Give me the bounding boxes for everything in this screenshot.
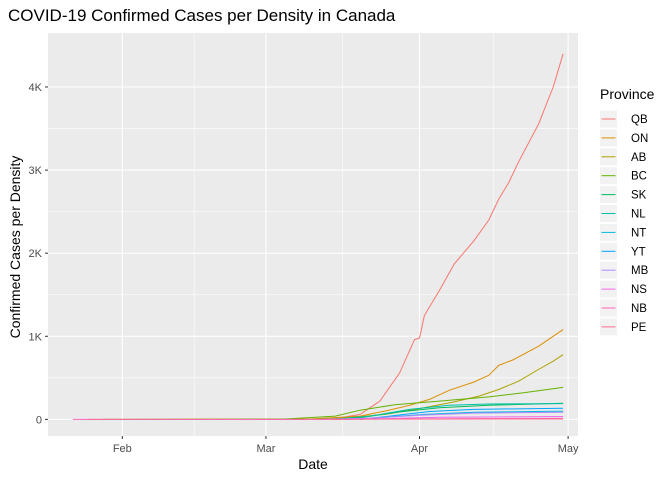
series-lines [72,53,564,420]
x-tick-label: May [558,443,579,455]
x-axis-title: Date [298,456,328,472]
y-tick-label: 3K [29,165,43,177]
legend-label-mb: MB [631,265,649,277]
x-axis: Feb Mar Apr May [113,436,579,455]
legend-label-ab: AB [631,152,647,164]
y-axis-title: Confirmed Cases per Density [7,156,23,339]
legend-label-sk: SK [631,190,647,202]
legend-label-ns: NS [631,284,647,296]
x-tick-label: Apr [411,443,428,455]
x-tick-label: Feb [113,443,132,455]
series-line-bc [102,386,564,420]
y-tick-label: 2K [29,248,43,260]
x-tick-label: Mar [256,443,275,455]
legend-label-pe: PE [631,322,647,334]
major-gridlines [48,33,578,436]
legend-label-on: ON [631,133,648,145]
series-line-mb [320,411,564,420]
legend-title: Province [600,86,655,102]
legend-label-yt: YT [631,246,646,258]
legend-label-qb: QB [631,114,648,126]
series-line-on [87,329,564,420]
minor-gridlines [48,33,578,436]
y-tick-label: 0 [36,414,42,426]
legend-label-bc: BC [631,171,647,183]
series-line-sk [320,402,564,420]
series-line-nl [330,403,564,420]
series-line-qb [255,53,564,420]
plot-panel [48,33,578,436]
legend: Province QB ON AB BC SK NL NT YT MB NS NB PE [600,86,655,336]
legend-label-nl: NL [631,209,646,221]
y-tick-label: 1K [29,331,43,343]
legend-label-nt: NT [631,227,646,239]
y-tick-label: 4K [29,82,43,94]
legend-label-nb: NB [631,303,647,315]
y-axis: 0 1K 2K 3K 4K [29,82,48,426]
chart-title: COVID-19 Confirmed Cases per Density in … [8,6,396,25]
